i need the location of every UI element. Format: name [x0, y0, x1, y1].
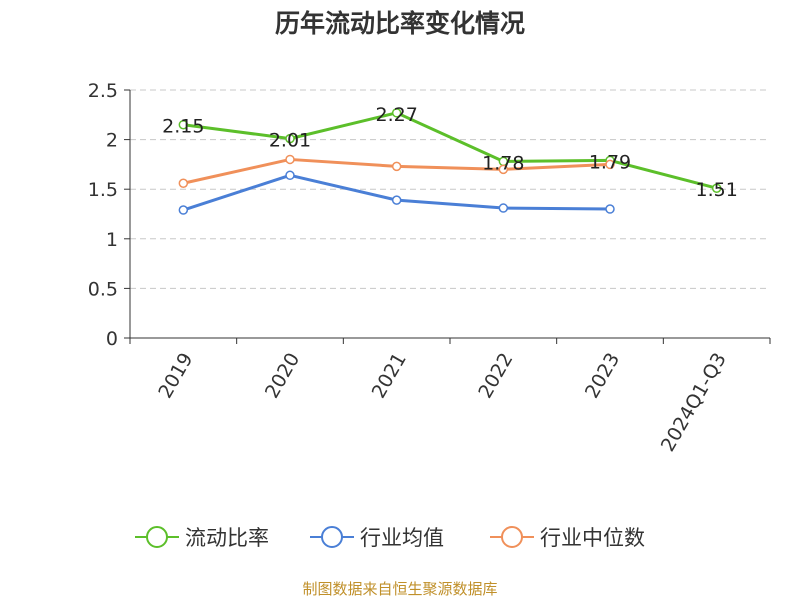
- legend-marker-1: [321, 526, 343, 548]
- data-label: 2.27: [376, 104, 418, 126]
- y-tick-label: 1.5: [88, 179, 118, 201]
- legend-label: 流动比率: [185, 526, 269, 550]
- data-label: 2.01: [269, 130, 311, 152]
- series-point-1: [178, 205, 189, 215]
- series-point-0: [285, 133, 295, 144]
- x-tick-label: 2019: [154, 349, 197, 402]
- data-label: 1.51: [696, 179, 738, 201]
- series-line-0: [183, 111, 718, 190]
- series-point-0: [178, 119, 189, 130]
- y-tick-label: 2.5: [88, 80, 118, 102]
- y-tick-label: 0: [106, 328, 118, 350]
- legend-marker-0: [146, 526, 168, 548]
- data-label: 1.78: [482, 152, 524, 174]
- series-point-0: [391, 108, 402, 118]
- y-tick-label: 1: [106, 229, 118, 251]
- y-tick-label: 2: [106, 130, 118, 152]
- x-tick-label: 2020: [261, 349, 304, 402]
- x-tick-label: 2023: [581, 349, 624, 402]
- series-point-0: [711, 183, 722, 193]
- data-label-layer: 2.15 2.01 2.27 1.78 1.79 1.51: [162, 104, 738, 201]
- series-layer: [178, 108, 722, 215]
- chart-title: 历年流动比率变化情况: [274, 9, 525, 38]
- x-tick-label: 2021: [368, 349, 411, 402]
- series-point-2: [285, 154, 295, 165]
- grid-layer: [130, 89, 770, 289]
- series-point-1: [391, 195, 402, 205]
- legend: 流动比率 行业均值 行业中位数: [135, 526, 645, 550]
- series-point-1: [498, 203, 509, 213]
- source-note: 制图数据来自恒生聚源数据库: [302, 580, 498, 598]
- legend-label: 行业均值: [360, 526, 444, 550]
- series-point-2: [178, 178, 189, 188]
- series-point-2: [605, 159, 615, 170]
- x-tick-label: 2022: [474, 349, 517, 402]
- data-label: 2.15: [162, 116, 204, 138]
- legend-marker-2: [501, 526, 523, 548]
- data-label: 1.79: [589, 151, 631, 173]
- x-tick-label: 2024Q1-Q3: [657, 349, 731, 455]
- series-point-1: [605, 204, 615, 214]
- series-point-2: [391, 161, 402, 172]
- legend-label: 行业中位数: [540, 526, 645, 550]
- series-point-1: [285, 170, 295, 181]
- y-tick-label: 0.5: [88, 278, 118, 300]
- series-point-2: [498, 164, 509, 175]
